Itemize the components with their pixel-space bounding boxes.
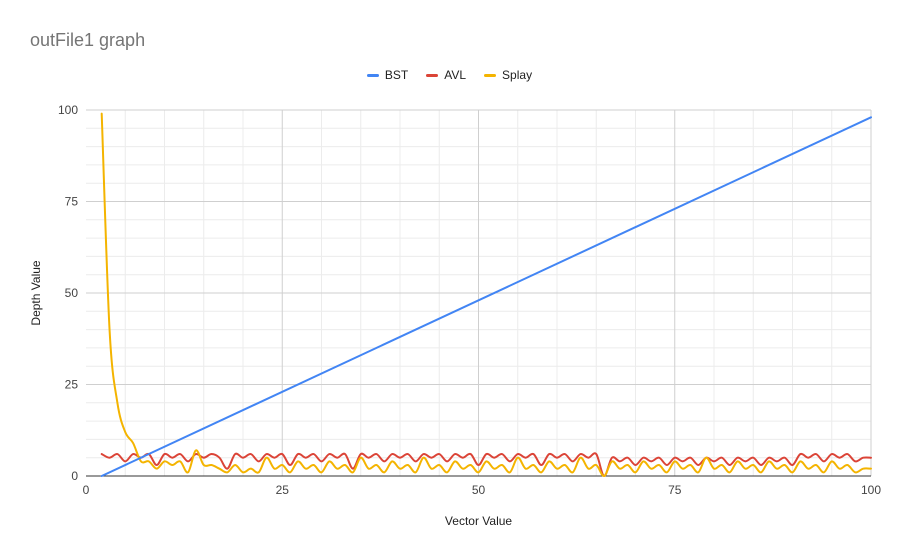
x-tick-label: 100 bbox=[861, 483, 881, 497]
legend-item-bst[interactable]: BST bbox=[366, 68, 409, 82]
series-line-avl bbox=[100, 452, 872, 478]
chart-title: outFile1 graph bbox=[30, 30, 146, 50]
series-line-bst bbox=[100, 116, 872, 477]
legend-label-avl: AVL bbox=[444, 68, 467, 82]
legend-label-bst: BST bbox=[384, 68, 409, 82]
legend-swatch-splay bbox=[484, 73, 497, 77]
y-tick-label: 50 bbox=[65, 286, 79, 300]
y-axis-label: Depth Value bbox=[29, 260, 43, 325]
x-axis-label: Vector Value bbox=[445, 514, 512, 528]
y-tick-label: 25 bbox=[65, 378, 79, 392]
series-line-splay bbox=[100, 112, 872, 477]
y-tick-label: 75 bbox=[65, 195, 79, 209]
legend-label-splay: Splay bbox=[502, 68, 533, 82]
y-tick-label: 100 bbox=[58, 103, 78, 117]
legend-swatch-avl bbox=[426, 73, 439, 77]
x-tick-label: 0 bbox=[83, 483, 90, 497]
y-tick-label: 0 bbox=[71, 469, 78, 483]
legend: BST AVL Splay bbox=[0, 68, 899, 82]
legend-item-splay[interactable]: Splay bbox=[484, 68, 532, 82]
x-tick-label: 50 bbox=[472, 483, 486, 497]
legend-item-avl[interactable]: AVL bbox=[426, 68, 466, 82]
legend-swatch-bst bbox=[366, 73, 379, 77]
x-tick-label: 75 bbox=[668, 483, 682, 497]
x-tick-label: 25 bbox=[276, 483, 290, 497]
